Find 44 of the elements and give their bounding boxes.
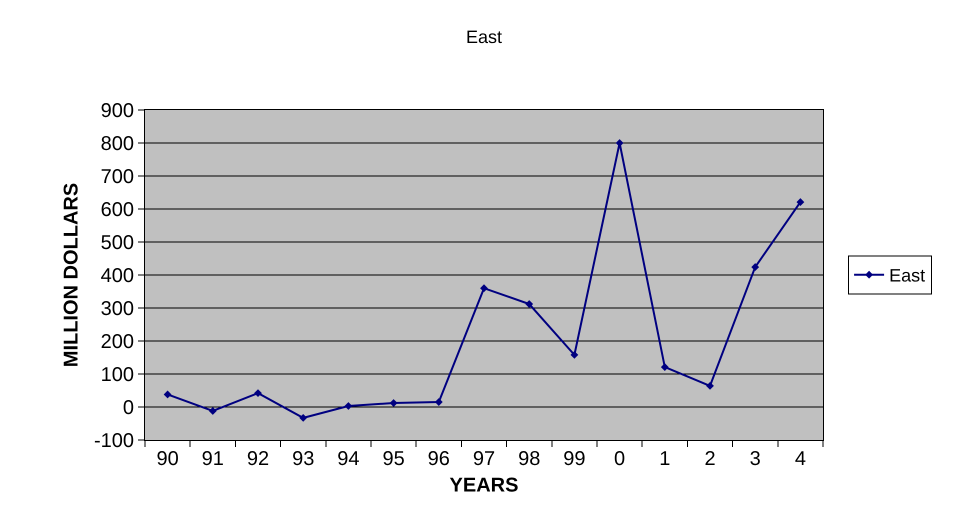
y-axis-title: MILLION DOLLARS bbox=[60, 182, 82, 368]
x-tick-label: 96 bbox=[428, 448, 450, 470]
x-axis-title: YEARS bbox=[450, 474, 518, 496]
x-tick-label: 97 bbox=[472, 448, 496, 470]
point bbox=[164, 390, 172, 398]
point bbox=[480, 284, 488, 292]
y-tick-label: 300 bbox=[100, 298, 134, 320]
x-tick-label: 93 bbox=[292, 448, 314, 470]
point bbox=[434, 398, 443, 406]
point bbox=[390, 399, 398, 407]
legend-label: East bbox=[889, 266, 926, 286]
y-tick-label: 800 bbox=[100, 133, 134, 155]
y-tick-label: 700 bbox=[100, 166, 134, 188]
y-tick-label: -100 bbox=[94, 430, 134, 452]
point bbox=[706, 382, 714, 390]
point bbox=[796, 198, 804, 206]
point bbox=[525, 300, 534, 308]
x-tick-label: 98 bbox=[518, 448, 540, 470]
x-tick-label: 90 bbox=[156, 448, 179, 470]
x-tick-label: 3 bbox=[750, 448, 761, 470]
chart-title: East bbox=[466, 26, 502, 47]
x-tick-label: 0 bbox=[614, 448, 626, 470]
y-tick-label: 400 bbox=[100, 265, 134, 287]
point bbox=[344, 402, 352, 410]
y-tick-label: 0 bbox=[122, 397, 134, 419]
point bbox=[660, 363, 669, 371]
y-tick-label: 100 bbox=[100, 364, 134, 386]
x-tick-label: 4 bbox=[794, 448, 806, 470]
y-tick-label: 500 bbox=[100, 232, 134, 254]
y-tick-label: 900 bbox=[100, 100, 134, 122]
point bbox=[254, 389, 262, 398]
x-tick-label: 2 bbox=[704, 448, 716, 470]
point bbox=[751, 263, 760, 271]
point bbox=[208, 407, 217, 415]
x-tick-label: 91 bbox=[202, 448, 224, 470]
x-tick-label: 94 bbox=[337, 448, 360, 470]
x-tick-label: 95 bbox=[382, 448, 405, 470]
x-tick-label: 1 bbox=[659, 448, 670, 470]
x-tick-label: 99 bbox=[563, 448, 586, 470]
y-tick-label: 600 bbox=[100, 199, 134, 221]
point bbox=[570, 350, 578, 359]
y-tick-label: 200 bbox=[100, 331, 134, 353]
x-tick-label: 92 bbox=[246, 448, 270, 470]
point bbox=[299, 414, 308, 422]
